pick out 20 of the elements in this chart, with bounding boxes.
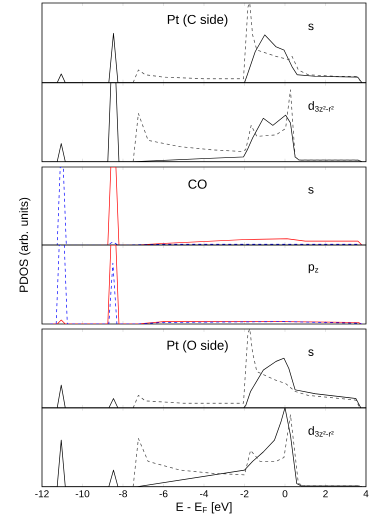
x-axis-title: E - E$_{F}$ [eV] <box>176 502 232 514</box>
text: Pt (C side) <box>168 14 228 27</box>
x-tick-label: 2 <box>323 490 328 498</box>
x-tick-label: 4 <box>363 490 368 498</box>
x-tick-label: 0 <box>282 490 288 498</box>
x-tick-label: -2 <box>240 490 248 498</box>
annotation: d$_{3z²-r²}$ <box>308 101 334 112</box>
x-tick-label: -6 <box>159 490 168 498</box>
text: CO <box>188 180 207 189</box>
annotation: s <box>308 187 314 194</box>
x-tick-label: -10 <box>76 490 90 498</box>
annotation: d$_{3z²-r²}$ <box>308 426 334 437</box>
y-axis-title: PDOS (arb. units) <box>19 198 30 292</box>
text: Pt (O side) <box>168 340 228 352</box>
annotation: s <box>308 24 314 30</box>
x-tick-label: -12 <box>35 490 49 498</box>
x-tick-label: -8 <box>118 490 128 498</box>
annotation: s <box>308 349 314 356</box>
x-tick-label: -4 <box>200 490 208 498</box>
annotation: p$_{z}$ <box>308 264 318 274</box>
